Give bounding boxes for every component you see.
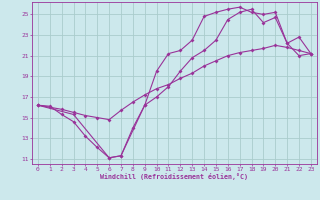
X-axis label: Windchill (Refroidissement éolien,°C): Windchill (Refroidissement éolien,°C) <box>100 173 248 180</box>
